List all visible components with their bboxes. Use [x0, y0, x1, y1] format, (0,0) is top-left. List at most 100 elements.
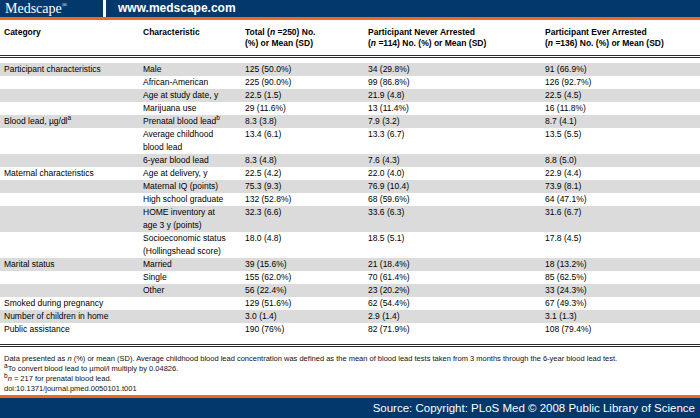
cell-characteristic: Male	[139, 63, 241, 76]
data-table: Participant characteristicsMale125 (50.0…	[0, 63, 700, 336]
cell-never-arrested: 18.5 (5.1)	[364, 232, 541, 258]
cell-total: 32.3 (6.6)	[241, 206, 364, 232]
table-row: Number of children in home3.0 (1.4)2.9 (…	[0, 310, 700, 323]
cell-total: 225 (90.0%)	[241, 76, 364, 89]
table-row: High school graduate132 (52.8%)68 (59.6%…	[0, 193, 700, 206]
table-row: Marijuana use29 (11.6%)13 (11.4%)16 (11.…	[0, 102, 700, 115]
cell-total: 13.4 (6.1)	[241, 128, 364, 154]
cell-ever-arrested: 22.5 (4.5)	[541, 89, 700, 102]
cell-category: Maternal characteristics	[0, 167, 139, 180]
table-row: Marital statusMarried39 (15.6%)21 (18.4%…	[0, 258, 700, 271]
cell-total: 132 (52.8%)	[241, 193, 364, 206]
cell-never-arrested: 22.0 (4.0)	[364, 167, 541, 180]
cell-ever-arrested: 108 (79.4%)	[541, 323, 700, 336]
cell-total: 18.0 (4.8)	[241, 232, 364, 258]
cell-total: 129 (51.6%)	[241, 297, 364, 310]
footnote-line: Data presented as n (%) or mean (SD). Av…	[4, 354, 696, 364]
cell-never-arrested: 82 (71.9%)	[364, 323, 541, 336]
cell-category	[0, 128, 139, 154]
cell-category	[0, 193, 139, 206]
cell-characteristic	[139, 323, 241, 336]
cell-total: 8.3 (4.8)	[241, 154, 364, 167]
table-section: Category Characteristic Total (n =250) N…	[0, 25, 700, 394]
cell-characteristic: HOME inventory at age 3 y (points)	[139, 206, 241, 232]
cell-category	[0, 154, 139, 167]
table-row: Maternal characteristicsAge at delivery,…	[0, 167, 700, 180]
cell-total: 190 (76%)	[241, 323, 364, 336]
cell-ever-arrested: 33 (24.3%)	[541, 284, 700, 297]
footnote-line: aTo convert blood lead to µmol/l multipl…	[4, 364, 696, 374]
cell-characteristic: Other	[139, 284, 241, 297]
table-body: Participant characteristicsMale125 (50.0…	[0, 63, 700, 336]
cell-category	[0, 271, 139, 284]
col-header-ever-arrested: Participant Ever Arrested (n =136) No. (…	[541, 25, 700, 57]
cell-characteristic: Marijuana use	[139, 102, 241, 115]
cell-never-arrested: 21.9 (4.8)	[364, 89, 541, 102]
cell-category: Marital status	[0, 258, 139, 271]
cell-ever-arrested: 31.6 (6.7)	[541, 206, 700, 232]
cell-ever-arrested: 64 (47.1%)	[541, 193, 700, 206]
top-banner: Medscape® www.medscape.com	[0, 0, 700, 17]
cell-total: 75.3 (9.3)	[241, 180, 364, 193]
cell-never-arrested: 34 (29.8%)	[364, 63, 541, 76]
cell-ever-arrested: 3.1 (1.3)	[541, 310, 700, 323]
table-row: Single155 (62.0%)70 (61.4%)85 (62.5%)	[0, 271, 700, 284]
table-row: 6-year blood lead8.3 (4.8)7.6 (4.3)8.8 (…	[0, 154, 700, 167]
top-orange-rule	[0, 17, 700, 20]
col-header-total: Total (n =250) No. (%) or Mean (SD)	[241, 25, 364, 57]
cell-category: Number of children in home	[0, 310, 139, 323]
cell-category: Blood lead, µg/dla	[0, 115, 139, 128]
cell-never-arrested: 70 (61.4%)	[364, 271, 541, 284]
header-row: Category Characteristic Total (n =250) N…	[0, 25, 700, 57]
cell-characteristic: High school graduate	[139, 193, 241, 206]
cell-ever-arrested: 67 (49.3%)	[541, 297, 700, 310]
cell-total: 39 (15.6%)	[241, 258, 364, 271]
footnote-line: bn = 217 for prenatal blood lead.	[4, 374, 696, 384]
cell-characteristic: Age at delivery, y	[139, 167, 241, 180]
table-header: Category Characteristic Total (n =250) N…	[0, 25, 700, 58]
col-header-never-arrested: Participant Never Arrested (n =114) No. …	[364, 25, 541, 57]
table-row: Age at study date, y22.5 (1.5)21.9 (4.8)…	[0, 89, 700, 102]
cell-ever-arrested: 18 (13.2%)	[541, 258, 700, 271]
cell-characteristic: Single	[139, 271, 241, 284]
cell-category	[0, 89, 139, 102]
cell-ever-arrested: 22.9 (4.4)	[541, 167, 700, 180]
cell-category: Public assistance	[0, 323, 139, 336]
cell-total: 125 (50.0%)	[241, 63, 364, 76]
cell-total: 22.5 (1.5)	[241, 89, 364, 102]
site-url: www.medscape.com	[106, 0, 700, 17]
cell-category	[0, 206, 139, 232]
table-row: HOME inventory at age 3 y (points)32.3 (…	[0, 206, 700, 232]
cell-never-arrested: 33.6 (6.3)	[364, 206, 541, 232]
source-credit: Source: Copyright: PLoS Med © 2008 Publi…	[0, 398, 700, 418]
cell-category	[0, 284, 139, 297]
col-header-characteristic: Characteristic	[139, 25, 241, 57]
cell-total: 155 (62.0%)	[241, 271, 364, 284]
cell-category: Participant characteristics	[0, 63, 139, 76]
cell-category: Smoked during pregnancy	[0, 297, 139, 310]
table-row: Maternal IQ (points)75.3 (9.3)76.9 (10.4…	[0, 180, 700, 193]
cell-characteristic: Prenatal blood leadb	[139, 115, 241, 128]
cell-characteristic: Socioeconomic status (Hollingshead score…	[139, 232, 241, 258]
cell-ever-arrested: 13.5 (5.5)	[541, 128, 700, 154]
page: Medscape® www.medscape.com Category Char…	[0, 0, 700, 418]
cell-total: 3.0 (1.4)	[241, 310, 364, 323]
table-row: Smoked during pregnancy129 (51.6%)62 (54…	[0, 297, 700, 310]
cell-category	[0, 232, 139, 258]
medscape-logo: Medscape®	[0, 0, 103, 17]
cell-total: 22.5 (4.2)	[241, 167, 364, 180]
cell-total: 8.3 (3.8)	[241, 115, 364, 128]
footer: Source: Copyright: PLoS Med © 2008 Publi…	[0, 395, 700, 418]
cell-total: 56 (22.4%)	[241, 284, 364, 297]
cell-never-arrested: 21 (18.4%)	[364, 258, 541, 271]
cell-never-arrested: 68 (59.6%)	[364, 193, 541, 206]
cell-ever-arrested: 8.7 (4.1)	[541, 115, 700, 128]
cell-total: 29 (11.6%)	[241, 102, 364, 115]
cell-characteristic: 6-year blood lead	[139, 154, 241, 167]
cell-ever-arrested: 126 (92.7%)	[541, 76, 700, 89]
cell-characteristic: Married	[139, 258, 241, 271]
cell-category	[0, 102, 139, 115]
table-row: African-American225 (90.0%)99 (86.8%)126…	[0, 76, 700, 89]
cell-never-arrested: 76.9 (10.4)	[364, 180, 541, 193]
cell-characteristic: Maternal IQ (points)	[139, 180, 241, 193]
